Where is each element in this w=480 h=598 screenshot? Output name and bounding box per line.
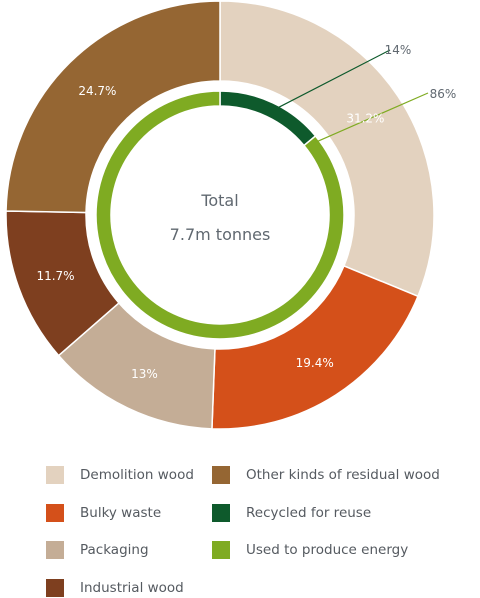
outer-ring bbox=[5, 0, 435, 430]
leader-line-recycled-for-reuse bbox=[275, 49, 391, 110]
outer-slice-demolition-wood bbox=[219, 0, 435, 298]
leader-lines bbox=[275, 49, 429, 143]
data-label-other-kinds-of-residual-wood: 24.7% bbox=[78, 84, 116, 98]
data-label-demolition-wood: 31.2% bbox=[346, 112, 384, 126]
inner-ring bbox=[95, 90, 345, 340]
data-label-packaging: 13% bbox=[131, 367, 158, 381]
inner-slice-used-to-produce-energy bbox=[95, 90, 345, 340]
outer-slice-other-kinds-of-residual-wood bbox=[5, 0, 221, 214]
outer-slice-bulky-waste bbox=[211, 264, 419, 430]
data-label-used-to-produce-energy: 86% bbox=[430, 87, 457, 101]
data-labels: 31.2% 19.4% 13% 11.7% 24.7% 14% 86% bbox=[36, 43, 456, 381]
leader-line-used-to-produce-energy bbox=[315, 92, 429, 143]
center-total-label: Total bbox=[200, 191, 238, 210]
data-label-bulky-waste: 19.4% bbox=[296, 356, 334, 370]
center-total-value: 7.7m tonnes bbox=[170, 225, 271, 244]
data-label-industrial-wood: 11.7% bbox=[36, 269, 74, 283]
data-label-recycled-for-reuse: 14% bbox=[385, 43, 412, 57]
